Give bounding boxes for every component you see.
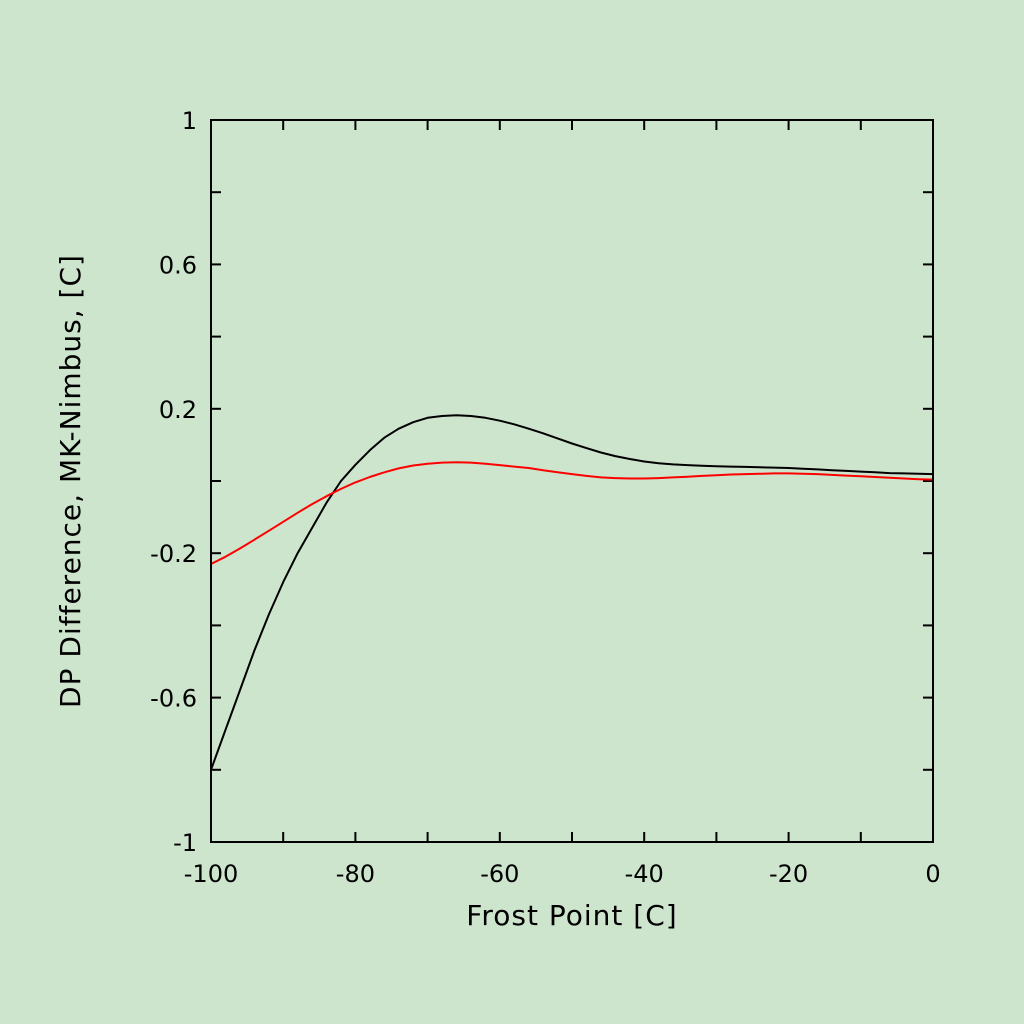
y-tick-label: -1 <box>173 829 197 857</box>
axis-ticks <box>210 119 934 843</box>
y-tick-label: 1 <box>182 107 197 135</box>
y-tick-label: 0.2 <box>159 396 197 424</box>
axis-tick-labels: -100 -80 -60 -40 -20 0 -1 -0.6 -0.2 0.2 0.6 1 <box>150 107 940 888</box>
y-axis-label: DP Difference, MK-Nimbus, [C] <box>54 254 87 708</box>
y-tick-label: -0.2 <box>150 540 197 568</box>
plot-frame <box>210 119 934 843</box>
x-tick-label: -20 <box>769 860 808 888</box>
series-layer <box>210 414 934 771</box>
y-tick-label: 0.6 <box>159 251 197 279</box>
x-tick-label: -100 <box>184 860 238 888</box>
series-line-2 <box>210 461 934 565</box>
x-tick-label: -60 <box>480 860 519 888</box>
x-tick-label: -40 <box>625 860 664 888</box>
x-tick-label: 0 <box>925 860 940 888</box>
series-line-1 <box>210 414 934 771</box>
y-tick-label: -0.6 <box>150 685 197 713</box>
x-axis-label: Frost Point [C] <box>466 899 677 932</box>
x-tick-label: -80 <box>336 860 375 888</box>
